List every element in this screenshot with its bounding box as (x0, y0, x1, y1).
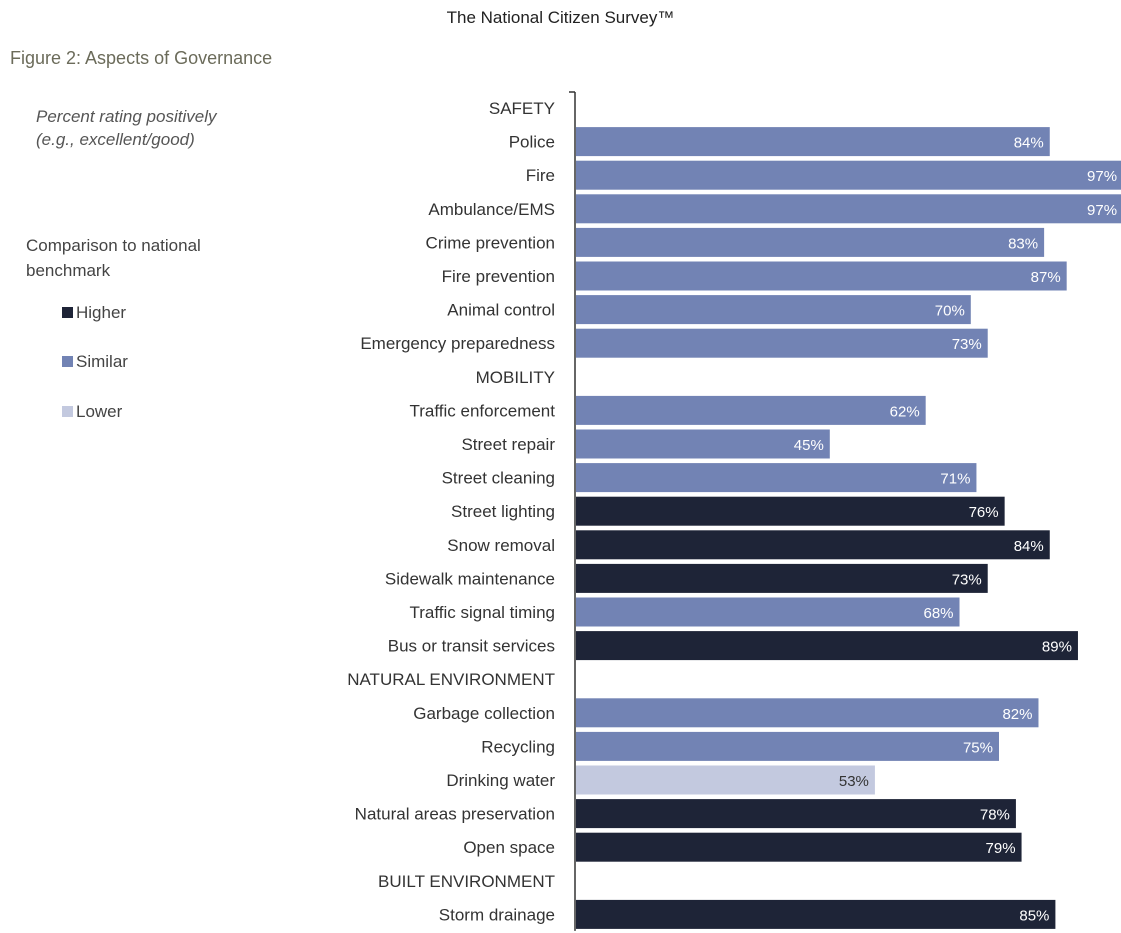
data-label-street-lighting: 76% (969, 504, 999, 521)
data-label-drinking-water: 53% (839, 773, 869, 790)
data-label-emergency-preparedness: 73% (952, 336, 982, 353)
group-header-natural-environment: NATURAL ENVIRONMENT (347, 670, 555, 689)
category-label-garbage-collection: Garbage collection (413, 704, 555, 723)
measure-note: Percent rating positively (e.g., excelle… (36, 105, 296, 151)
data-label-storm-drainage: 85% (1019, 907, 1049, 924)
legend-swatch-higher (62, 307, 73, 318)
category-label-recycling: Recycling (481, 737, 555, 756)
category-label-snow-removal: Snow removal (447, 536, 555, 555)
data-label-traffic-enforcement: 62% (890, 403, 920, 420)
data-label-police: 84% (1014, 135, 1044, 152)
bar-fire (576, 160, 1121, 190)
bar-natural-areas-preservation (576, 799, 1016, 829)
category-label-traffic-enforcement: Traffic enforcement (409, 401, 555, 420)
data-label-open-space: 79% (986, 840, 1016, 857)
bar-traffic-enforcement (576, 395, 926, 425)
measure-note-line-2: (e.g., excellent/good) (36, 130, 195, 149)
data-label-street-repair: 45% (794, 437, 824, 454)
data-label-fire-prevention: 87% (1031, 269, 1061, 286)
category-label-traffic-signal-timing: Traffic signal timing (410, 603, 556, 622)
category-label-fire: Fire (526, 166, 555, 185)
bar-recycling (576, 731, 999, 761)
data-label-traffic-signal-timing: 68% (923, 605, 953, 622)
bar-sidewalk-maintenance (576, 563, 988, 593)
bar-traffic-signal-timing (576, 597, 960, 627)
legend-item-similar: Similar (62, 352, 128, 372)
benchmark-legend: Comparison to national benchmark Higher … (26, 233, 286, 421)
bar-street-lighting (576, 496, 1005, 526)
legend-swatch-lower (62, 406, 73, 417)
bar-snow-removal (576, 530, 1050, 560)
legend-item-higher: Higher (62, 303, 126, 323)
bar-open-space (576, 832, 1022, 862)
bar-emergency-preparedness (576, 328, 988, 358)
data-label-garbage-collection: 82% (1002, 706, 1032, 723)
legend-title: Comparison to national benchmark (26, 236, 201, 280)
data-label-bus-or-transit-services: 89% (1042, 639, 1072, 656)
bar-drinking-water (576, 765, 875, 795)
group-header-built-environment: BUILT ENVIRONMENT (378, 872, 555, 891)
data-label-animal-control: 70% (935, 303, 965, 320)
legend-swatch-similar (62, 356, 73, 367)
category-label-ambulance-ems: Ambulance/EMS (428, 200, 555, 219)
figure-caption: Figure 2: Aspects of Governance (10, 48, 273, 68)
legend-label-similar: Similar (76, 352, 128, 371)
category-label-sidewalk-maintenance: Sidewalk maintenance (385, 569, 555, 588)
category-label-animal-control: Animal control (447, 301, 555, 320)
measure-note-line-1: Percent rating positively (36, 107, 217, 126)
bar-street-cleaning (576, 463, 977, 493)
bar-crime-prevention (576, 227, 1045, 257)
category-label-open-space: Open space (463, 838, 555, 857)
category-label-street-repair: Street repair (461, 435, 555, 454)
bar-ambulance-ems (576, 194, 1121, 224)
category-label-police: Police (509, 133, 555, 152)
legend-item-lower: Lower (62, 402, 122, 422)
bar-garbage-collection (576, 698, 1039, 728)
category-label-natural-areas-preservation: Natural areas preservation (355, 805, 555, 824)
bar-police (576, 127, 1050, 157)
bar-storm-drainage (576, 899, 1056, 929)
data-label-crime-prevention: 83% (1008, 235, 1038, 252)
category-label-street-lighting: Street lighting (451, 502, 555, 521)
category-label-bus-or-transit-services: Bus or transit services (388, 637, 555, 656)
data-label-sidewalk-maintenance: 73% (952, 571, 982, 588)
data-label-ambulance-ems: 97% (1087, 202, 1117, 219)
data-label-recycling: 75% (963, 739, 993, 756)
data-label-natural-areas-preservation: 78% (980, 807, 1010, 824)
page-header: The National Citizen Survey™ (446, 8, 675, 27)
bar-street-repair (576, 429, 830, 459)
data-label-street-cleaning: 71% (940, 471, 970, 488)
data-label-snow-removal: 84% (1014, 538, 1044, 555)
category-label-drinking-water: Drinking water (446, 771, 555, 790)
group-header-mobility: MOBILITY (476, 368, 555, 387)
category-label-crime-prevention: Crime prevention (426, 233, 555, 252)
data-label-fire: 97% (1087, 168, 1117, 185)
bar-bus-or-transit-services (576, 631, 1078, 661)
bar-fire-prevention (576, 261, 1067, 291)
legend-label-lower: Lower (76, 402, 123, 421)
group-header-safety: SAFETY (489, 99, 555, 118)
bar-animal-control (576, 295, 971, 325)
legend-label-higher: Higher (76, 303, 127, 322)
category-label-street-cleaning: Street cleaning (442, 469, 555, 488)
category-label-emergency-preparedness: Emergency preparedness (360, 334, 555, 353)
category-label-fire-prevention: Fire prevention (442, 267, 555, 286)
category-label-storm-drainage: Storm drainage (439, 905, 555, 924)
